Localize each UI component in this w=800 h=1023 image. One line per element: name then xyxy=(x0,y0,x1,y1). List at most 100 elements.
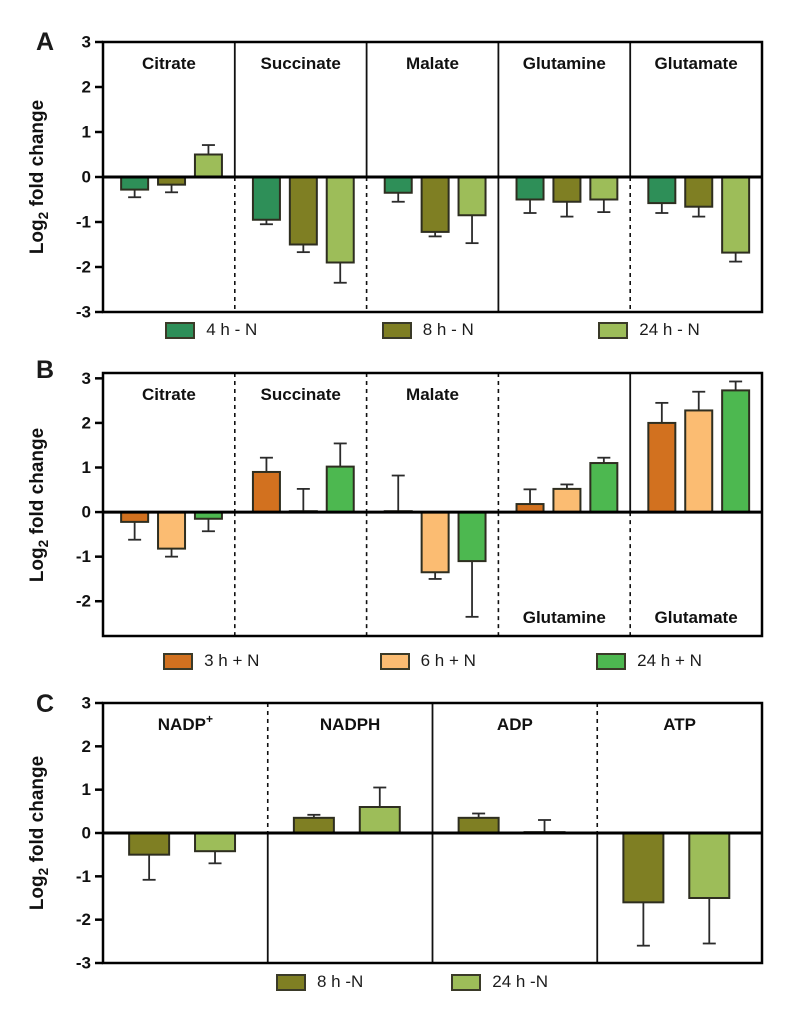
y-tick-label: 1 xyxy=(82,780,91,799)
bar xyxy=(457,816,500,834)
bar xyxy=(128,832,171,856)
legend-panel-c: 8 h -N 24 h -N xyxy=(232,969,592,995)
y-tick-label: 2 xyxy=(82,737,91,756)
y-tick-label: 2 xyxy=(82,413,91,432)
y-tick-label: 0 xyxy=(82,503,91,522)
category-label: Malate xyxy=(406,385,459,404)
y-tick-label: -3 xyxy=(76,954,91,973)
legend-swatch xyxy=(596,652,627,670)
y-tick-label: -2 xyxy=(76,258,91,277)
legend-label: 8 h - N xyxy=(422,320,474,339)
y-tick-label: -2 xyxy=(76,910,91,929)
y-axis-label-panel-c: Log2 fold change xyxy=(27,755,51,911)
category-label: Citrate xyxy=(142,385,196,404)
bar xyxy=(157,511,187,550)
y-tick-label: -2 xyxy=(76,592,91,611)
bar xyxy=(552,176,582,203)
y-tick-label: 2 xyxy=(82,78,91,97)
y-tick-label: 3 xyxy=(82,369,91,388)
category-label: Succinate xyxy=(261,54,341,73)
y-tick-label: -1 xyxy=(76,867,91,886)
legend-swatch xyxy=(379,652,410,670)
y-tick-label: 1 xyxy=(82,458,91,477)
bar xyxy=(688,832,731,899)
bar xyxy=(358,806,401,834)
category-label: Succinate xyxy=(261,385,341,404)
legend-label: 24 h - N xyxy=(639,320,700,339)
y-axis-label-panel-a: Log2 fold change xyxy=(27,99,51,255)
plot-border xyxy=(101,371,764,638)
panel-a-letter: A xyxy=(36,28,55,56)
bar xyxy=(622,832,665,904)
legend-swatch xyxy=(598,321,629,339)
y-tick-label: 3 xyxy=(82,33,91,52)
legend-item: 24 h - N xyxy=(598,320,700,340)
bar xyxy=(420,176,450,233)
legend-label: 3 h + N xyxy=(204,651,260,670)
bar xyxy=(721,389,751,514)
bar xyxy=(684,176,714,208)
bar xyxy=(589,462,619,514)
legend-item: 6 h + N xyxy=(379,651,476,671)
y-tick-label: -1 xyxy=(76,213,91,232)
bar xyxy=(589,176,619,201)
bar xyxy=(684,409,714,514)
error-bar xyxy=(538,819,552,833)
legend-swatch xyxy=(163,652,194,670)
panel-b-plot: 3 2 1 0 -1 -2 Citrate Succinate Malate Glutamine G… xyxy=(76,369,764,638)
category-label: NADPH xyxy=(320,715,380,734)
error-bar xyxy=(391,474,405,513)
legend-item: 4 h - N xyxy=(165,320,257,340)
legend-label: 8 h -N xyxy=(316,972,364,991)
bar xyxy=(288,176,318,246)
legend-panel-b: 3 h + N 6 h + N 24 h + N xyxy=(103,648,762,674)
error-bar xyxy=(296,487,310,513)
bar xyxy=(193,153,223,178)
bar xyxy=(251,176,281,221)
legend-item: 24 h + N xyxy=(596,651,702,671)
panel-a-plot: 3 2 1 0 -1 -2 -3 Citrate Succinate Malate Glutamin… xyxy=(76,33,764,322)
bar xyxy=(457,511,487,563)
bar xyxy=(194,832,237,853)
legend-label: 6 h + N xyxy=(420,651,476,670)
legend-swatch xyxy=(451,973,482,991)
legend-swatch xyxy=(381,321,412,339)
panel-c-letter: C xyxy=(36,690,55,718)
panel-c-plot: 3 2 1 0 -1 -2 -3 NADP+ NADPH ADP ATP xyxy=(76,694,764,973)
category-label: Glutamate xyxy=(655,54,738,73)
category-label: Glutamine xyxy=(523,54,606,73)
bar xyxy=(325,465,355,514)
legend-item: 8 h - N xyxy=(381,320,474,340)
y-axis-label-panel-b: Log2 fold change xyxy=(27,427,51,583)
legend-item: 3 h + N xyxy=(163,651,259,671)
y-tick-label: 0 xyxy=(82,824,91,843)
legend-label: 24 h -N xyxy=(492,972,548,991)
y-tick-label: 0 xyxy=(82,168,91,187)
panel-b-letter: B xyxy=(36,356,55,384)
bar xyxy=(647,176,677,205)
legend-label: 24 h + N xyxy=(637,651,702,670)
bar xyxy=(383,176,413,194)
legend-swatch xyxy=(165,321,196,339)
y-tick-label: -3 xyxy=(76,303,91,322)
legend-label: 4 h - N xyxy=(206,320,258,339)
y-tick-label: 1 xyxy=(82,123,91,142)
bar xyxy=(515,176,545,201)
y-tick-label: 3 xyxy=(82,694,91,713)
category-label: ADP xyxy=(497,715,533,734)
legend-item: 24 h -N xyxy=(451,972,548,992)
category-label: Glutamine xyxy=(523,608,606,627)
legend-panel-a: 4 h - N 8 h - N 24 h - N xyxy=(103,317,762,343)
y-tick-label: -1 xyxy=(76,547,91,566)
category-label: Malate xyxy=(406,54,459,73)
bar xyxy=(721,176,751,254)
legend-swatch xyxy=(275,973,306,991)
bar xyxy=(420,511,450,574)
bar xyxy=(325,176,355,264)
bar xyxy=(647,421,677,514)
category-label: NADP+ xyxy=(158,712,213,734)
category-label: ATP xyxy=(663,715,696,734)
legend-item: 8 h -N xyxy=(275,972,364,992)
